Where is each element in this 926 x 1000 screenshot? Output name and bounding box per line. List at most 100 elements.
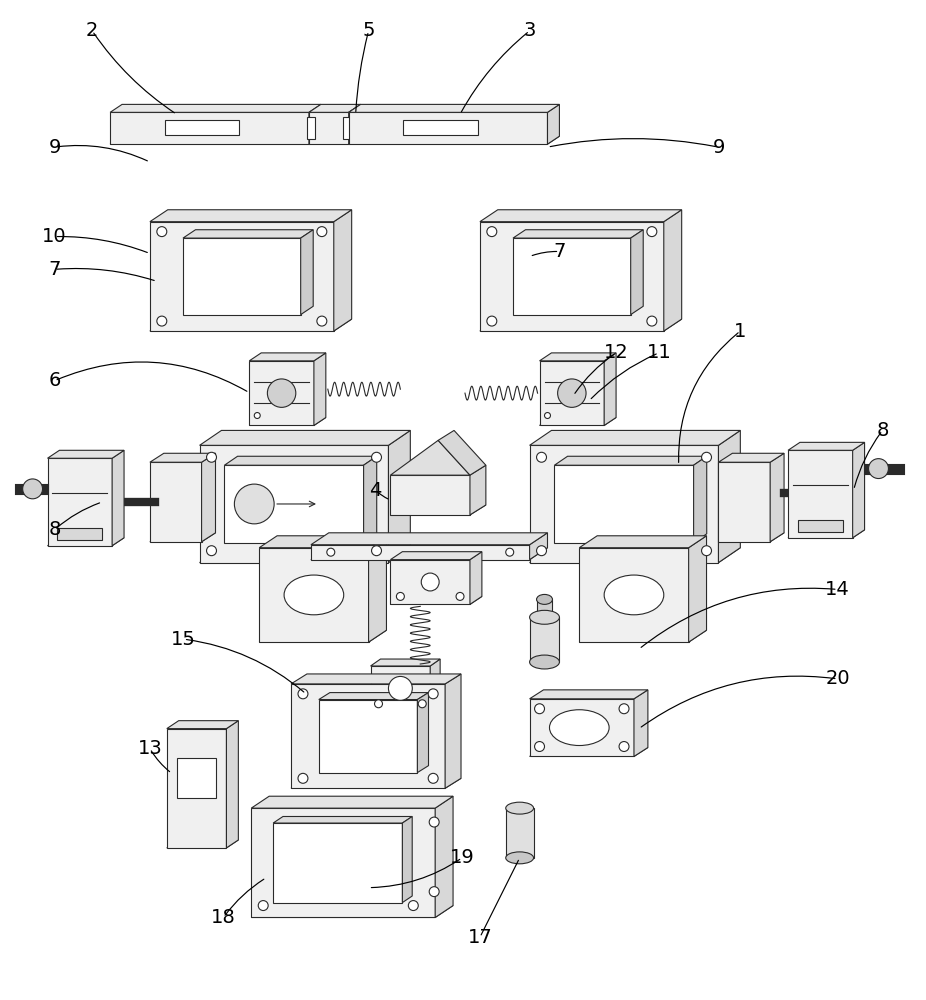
Polygon shape	[391, 596, 482, 604]
Polygon shape	[349, 104, 360, 144]
Polygon shape	[530, 748, 648, 756]
Polygon shape	[480, 222, 664, 331]
Bar	[343, 117, 351, 139]
Circle shape	[534, 704, 544, 714]
Polygon shape	[719, 453, 784, 462]
Polygon shape	[150, 210, 352, 222]
Polygon shape	[224, 456, 377, 465]
Polygon shape	[251, 808, 435, 917]
Text: 8: 8	[876, 421, 889, 440]
Text: 18: 18	[211, 908, 236, 927]
Polygon shape	[224, 465, 364, 543]
Ellipse shape	[530, 610, 559, 624]
Bar	[177, 758, 217, 798]
Polygon shape	[530, 430, 740, 445]
Polygon shape	[391, 475, 470, 515]
Ellipse shape	[604, 575, 664, 615]
Polygon shape	[259, 548, 369, 642]
Polygon shape	[540, 353, 616, 361]
Polygon shape	[249, 361, 314, 425]
Circle shape	[647, 316, 657, 326]
Bar	[506, 808, 533, 858]
Text: 7: 7	[553, 242, 566, 261]
Polygon shape	[273, 823, 403, 903]
Circle shape	[428, 689, 438, 699]
Polygon shape	[391, 505, 486, 515]
Ellipse shape	[506, 852, 533, 864]
Polygon shape	[249, 417, 326, 425]
Text: 11: 11	[646, 343, 671, 362]
Polygon shape	[47, 538, 124, 546]
Text: 4: 4	[369, 481, 382, 500]
Polygon shape	[291, 674, 461, 684]
Polygon shape	[555, 465, 694, 543]
Ellipse shape	[506, 802, 533, 814]
Text: 20: 20	[825, 669, 850, 688]
Polygon shape	[770, 453, 784, 542]
Polygon shape	[150, 462, 202, 542]
Polygon shape	[311, 545, 530, 560]
Polygon shape	[370, 666, 431, 711]
Polygon shape	[150, 222, 333, 331]
Polygon shape	[110, 104, 320, 112]
Polygon shape	[112, 450, 124, 546]
Polygon shape	[349, 104, 559, 112]
Polygon shape	[555, 456, 707, 465]
Polygon shape	[634, 690, 648, 756]
Polygon shape	[530, 699, 634, 756]
Polygon shape	[435, 796, 453, 917]
Polygon shape	[689, 536, 707, 642]
Polygon shape	[259, 630, 386, 642]
Polygon shape	[200, 430, 410, 445]
Ellipse shape	[530, 655, 559, 669]
Polygon shape	[391, 440, 470, 475]
Circle shape	[430, 887, 439, 897]
Circle shape	[456, 592, 464, 600]
Polygon shape	[273, 816, 412, 823]
Circle shape	[702, 546, 711, 556]
Polygon shape	[167, 840, 238, 848]
Polygon shape	[110, 112, 309, 144]
Text: 15: 15	[171, 630, 196, 649]
Text: 19: 19	[450, 848, 474, 867]
Bar	[404, 120, 478, 135]
Polygon shape	[431, 659, 440, 711]
Polygon shape	[349, 112, 547, 144]
Polygon shape	[370, 659, 440, 666]
Circle shape	[702, 452, 711, 462]
Circle shape	[206, 452, 217, 462]
Polygon shape	[719, 533, 784, 542]
Circle shape	[156, 227, 167, 237]
Polygon shape	[580, 548, 689, 642]
Polygon shape	[291, 684, 445, 788]
Polygon shape	[547, 104, 559, 144]
Circle shape	[258, 901, 269, 911]
Polygon shape	[403, 816, 412, 903]
Polygon shape	[580, 536, 707, 548]
Text: 7: 7	[48, 260, 61, 279]
Circle shape	[22, 479, 43, 499]
Circle shape	[388, 676, 412, 700]
Polygon shape	[47, 450, 124, 458]
Polygon shape	[301, 230, 313, 315]
Circle shape	[408, 901, 419, 911]
Polygon shape	[319, 693, 429, 700]
Polygon shape	[309, 112, 349, 144]
Text: 17: 17	[468, 928, 493, 947]
Polygon shape	[251, 906, 453, 917]
Text: 13: 13	[138, 739, 162, 758]
Bar	[530, 617, 559, 662]
Polygon shape	[314, 353, 326, 425]
Polygon shape	[200, 445, 388, 563]
Polygon shape	[259, 536, 386, 548]
Circle shape	[327, 548, 335, 556]
Polygon shape	[251, 796, 453, 808]
Bar	[536, 599, 553, 619]
Circle shape	[487, 316, 496, 326]
Polygon shape	[694, 456, 707, 543]
Circle shape	[430, 817, 439, 827]
Bar	[307, 117, 315, 139]
Polygon shape	[333, 210, 352, 331]
Polygon shape	[530, 533, 547, 560]
Circle shape	[544, 413, 550, 418]
